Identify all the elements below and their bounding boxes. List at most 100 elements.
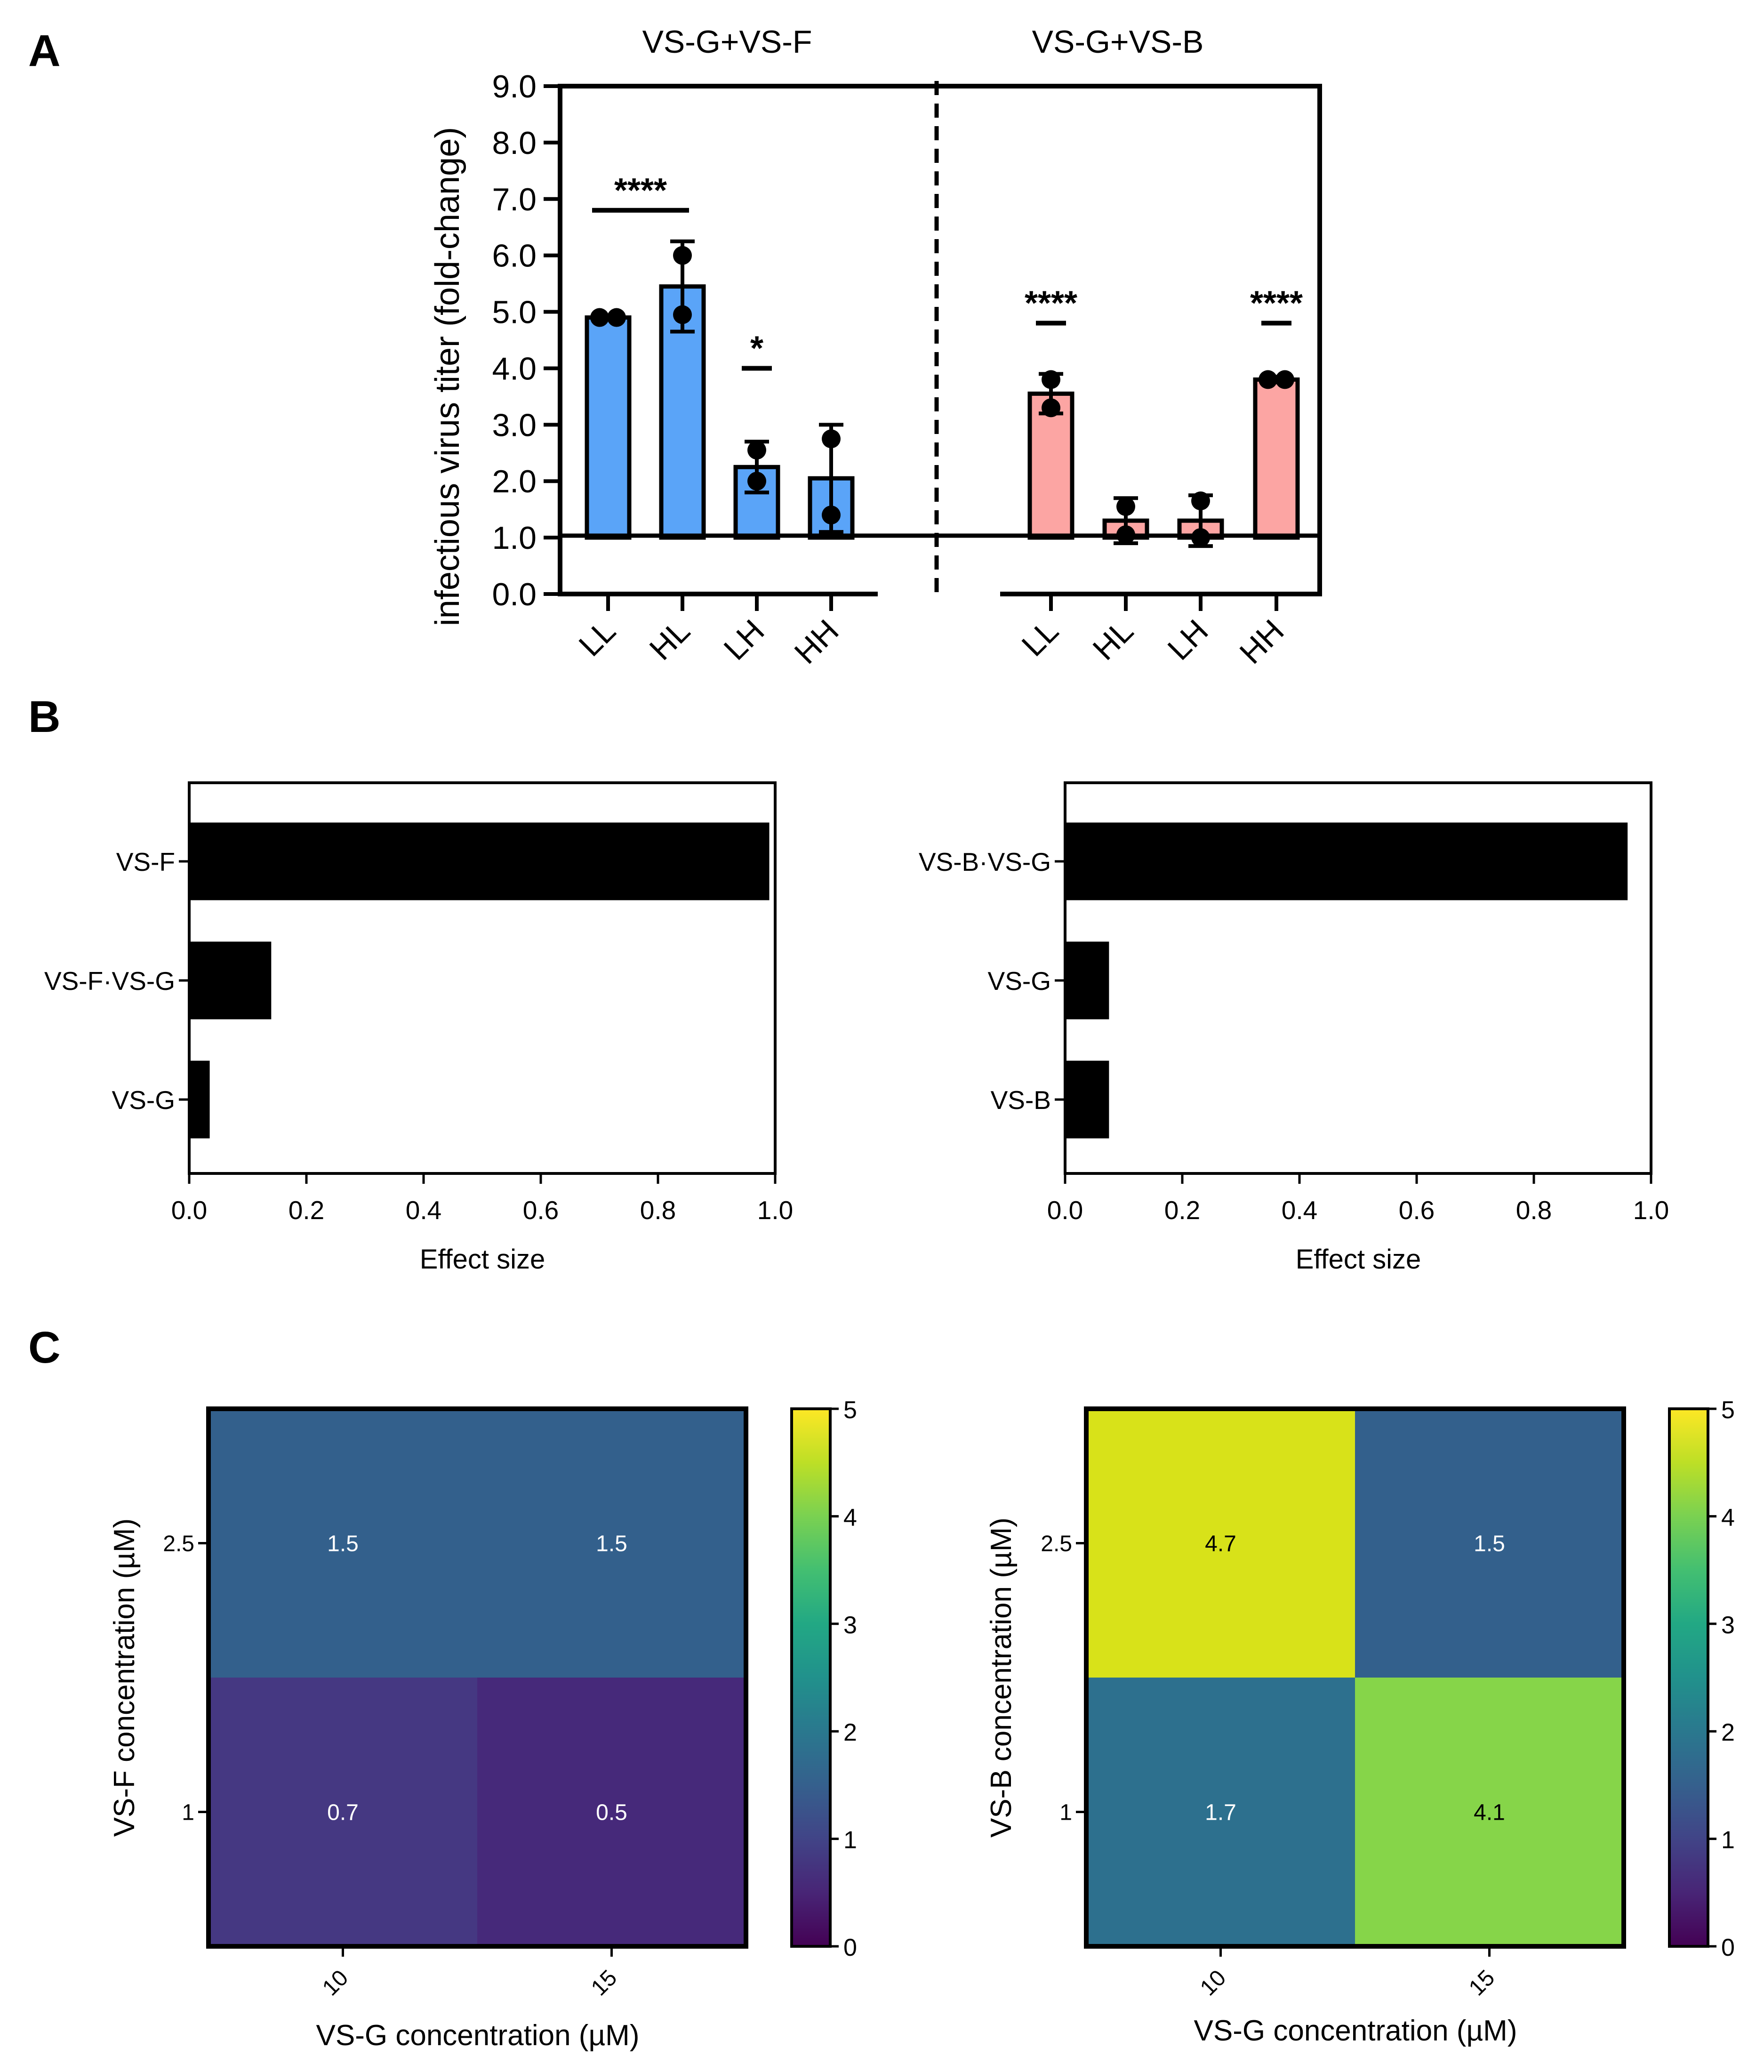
panel-a-points bbox=[590, 246, 1294, 547]
panel-c-left-frame bbox=[206, 1406, 748, 1949]
panel-a-x-tick-label: LL bbox=[572, 613, 622, 663]
panel-a-group-title-2: VS-G+VS-B bbox=[1032, 24, 1204, 60]
heatmap-y-tick-label: 1 bbox=[1059, 1800, 1072, 1825]
effect-size-bar bbox=[1065, 1060, 1109, 1139]
heatmap-cell-label: 4.7 bbox=[1205, 1532, 1236, 1557]
heatmap-cell bbox=[208, 1678, 477, 1946]
panel-a-y-tick-label: 1.0 bbox=[492, 520, 537, 556]
colorbar-tick-label: 3 bbox=[843, 1612, 857, 1639]
effect-size-bar bbox=[1065, 941, 1109, 1020]
heatmap-cell bbox=[1086, 1678, 1355, 1946]
panel-a-bar bbox=[1027, 391, 1074, 540]
x-tick-label: 0.8 bbox=[640, 1196, 676, 1225]
colorbar-tick-label: 4 bbox=[843, 1504, 857, 1531]
panel-a-significance-label: **** bbox=[1025, 285, 1077, 322]
panel-b-left-x-label: Effect size bbox=[420, 1244, 545, 1275]
panel-a-data-point bbox=[673, 246, 692, 265]
panel-a-data-point bbox=[1191, 491, 1210, 511]
x-tick-label: 0.4 bbox=[1282, 1196, 1317, 1225]
panel-c-right-x-label: VS-G concentration (µM) bbox=[1194, 2015, 1517, 2047]
effect-size-bar bbox=[1065, 822, 1628, 900]
panel-b-right-chart: VS-B·VS-G VS-G VS-B 0.0 0.2 0.4 0.6 0.8 1.0 Eff… bbox=[919, 781, 1669, 1275]
panel-letter-b: B bbox=[28, 692, 61, 742]
category-label: VS-B·VS-G bbox=[919, 847, 1051, 876]
colorbar-tick-label: 5 bbox=[1721, 1397, 1735, 1424]
panel-c-left-x-label: VS-G concentration (µM) bbox=[316, 2019, 640, 2052]
panel-a-x-tick-label: LL bbox=[1015, 613, 1065, 663]
x-tick-label: 0.8 bbox=[1516, 1196, 1552, 1225]
x-tick-label: 0.2 bbox=[289, 1196, 324, 1225]
x-tick-label: 0.6 bbox=[523, 1196, 559, 1225]
panel-letter-c: C bbox=[28, 1323, 61, 1373]
panel-a-significance-marks: ********* **** bbox=[592, 172, 1303, 371]
colorbar-tick-label: 0 bbox=[1721, 1934, 1735, 1961]
panel-b-right-frame bbox=[1064, 781, 1652, 1175]
panel-b-left-frame bbox=[188, 781, 777, 1175]
colorbar-tick-label: 2 bbox=[1721, 1719, 1735, 1746]
panel-a-data-point bbox=[747, 472, 766, 491]
heatmap-x-tick-label: 10 bbox=[318, 1965, 353, 2000]
x-tick-label: 1.0 bbox=[757, 1196, 793, 1225]
panel-a-chart: VS-G+VS-F VS-G+VS-B infectious virus tit… bbox=[429, 24, 1322, 671]
panel-c-left-heatmap: 1.5 1.50.7 0.5 2.51 10 15 VS-F concentratio… bbox=[108, 1397, 857, 2052]
panel-a-bar bbox=[1253, 377, 1300, 540]
panel-b-left-bars bbox=[189, 822, 770, 1139]
x-tick-label: 0.2 bbox=[1164, 1196, 1200, 1225]
panel-b-left-chart: VS-F VS-F·VS-G VS-G 0.0 0.2 0.4 0.6 0.8 1.0 Eff… bbox=[44, 781, 793, 1275]
panel-a-data-point bbox=[1042, 370, 1060, 389]
heatmap-cell-label: 1.7 bbox=[1205, 1800, 1236, 1825]
panel-c-right-heatmap: 4.7 1.51.7 4.1 2.51 10 15 VS-B concentratio… bbox=[985, 1397, 1735, 2047]
panel-c-right-x-ticks: 10 15 bbox=[1195, 1946, 1499, 2001]
panel-c-right-y-label: VS-B concentration (µM) bbox=[985, 1518, 1018, 1838]
panel-a-x-tick-label: HH bbox=[1233, 613, 1291, 671]
colorbar-tick-label: 3 bbox=[1721, 1612, 1735, 1639]
panel-a-data-point bbox=[607, 308, 626, 327]
colorbar-tick-label: 5 bbox=[843, 1397, 857, 1424]
panel-a-y-tick-label: 9.0 bbox=[492, 69, 537, 104]
colorbar-tick-label: 1 bbox=[1721, 1827, 1735, 1854]
effect-size-bar bbox=[189, 1060, 210, 1139]
colorbar-tick-label: 4 bbox=[1721, 1504, 1735, 1531]
heatmap-cell-label: 1.5 bbox=[327, 1532, 359, 1557]
panel-a-significance-label: * bbox=[750, 329, 763, 367]
heatmap-cell bbox=[1086, 1409, 1355, 1678]
x-tick-label: 0.6 bbox=[1399, 1196, 1435, 1225]
panel-a-x-tick-label: HL bbox=[1086, 613, 1140, 667]
panel-a-y-tick-label: 7.0 bbox=[492, 182, 537, 217]
category-label: VS-G bbox=[988, 966, 1051, 996]
panel-a-data-point bbox=[822, 429, 841, 449]
colorbar-gradient bbox=[790, 1407, 832, 1948]
panel-a-data-point bbox=[1275, 370, 1294, 389]
panel-a-y-tick-label: 0.0 bbox=[492, 577, 537, 612]
panel-a-y-axis-label: infectious virus titer (fold-change) bbox=[429, 127, 466, 626]
category-label: VS-G bbox=[112, 1085, 175, 1115]
x-tick-label: 0.0 bbox=[171, 1196, 207, 1225]
heatmap-cell-label: 0.7 bbox=[327, 1800, 359, 1825]
panel-c-left-cells: 1.5 1.5 0.7 0.5 bbox=[208, 1409, 746, 1946]
panel-a-x-ticks: LL HL LH HH LL HL LH HH bbox=[572, 594, 1291, 671]
heatmap-y-tick-label: 2.5 bbox=[163, 1532, 194, 1557]
effect-size-bar bbox=[189, 941, 272, 1020]
heatmap-cell-label: 4.1 bbox=[1474, 1800, 1505, 1825]
panel-a-x-tick-label: HL bbox=[642, 613, 697, 667]
colorbar-gradient bbox=[1668, 1407, 1709, 1948]
panel-b-left-categories: VS-F VS-F·VS-G VS-G bbox=[44, 847, 189, 1115]
panel-c-right-frame bbox=[1084, 1406, 1626, 1949]
panel-a-x-tick-label: HH bbox=[787, 613, 845, 671]
heatmap-cell bbox=[1355, 1409, 1624, 1678]
panel-c-left-x-ticks: 10 15 bbox=[318, 1946, 622, 2001]
colorbar-tick-label: 1 bbox=[843, 1827, 857, 1854]
panel-a-y-tick-label: 4.0 bbox=[492, 351, 537, 386]
panel-b-right-bars bbox=[1065, 822, 1628, 1139]
panel-c-right-colorbar: 0 1 2 3 4 5 bbox=[1668, 1397, 1735, 1961]
heatmap-x-tick-label: 15 bbox=[1464, 1965, 1499, 2000]
panel-a-data-point bbox=[1042, 398, 1060, 418]
category-label: VS-F bbox=[116, 847, 175, 876]
panel-a-y-tick-label: 2.0 bbox=[492, 464, 537, 499]
panel-a-y-tick-label: 5.0 bbox=[492, 295, 537, 330]
panel-a-x-tick-label: LH bbox=[717, 613, 771, 667]
heatmap-cell bbox=[477, 1409, 746, 1678]
heatmap-cell-label: 1.5 bbox=[596, 1532, 627, 1557]
colorbar-tick-label: 0 bbox=[843, 1934, 857, 1961]
